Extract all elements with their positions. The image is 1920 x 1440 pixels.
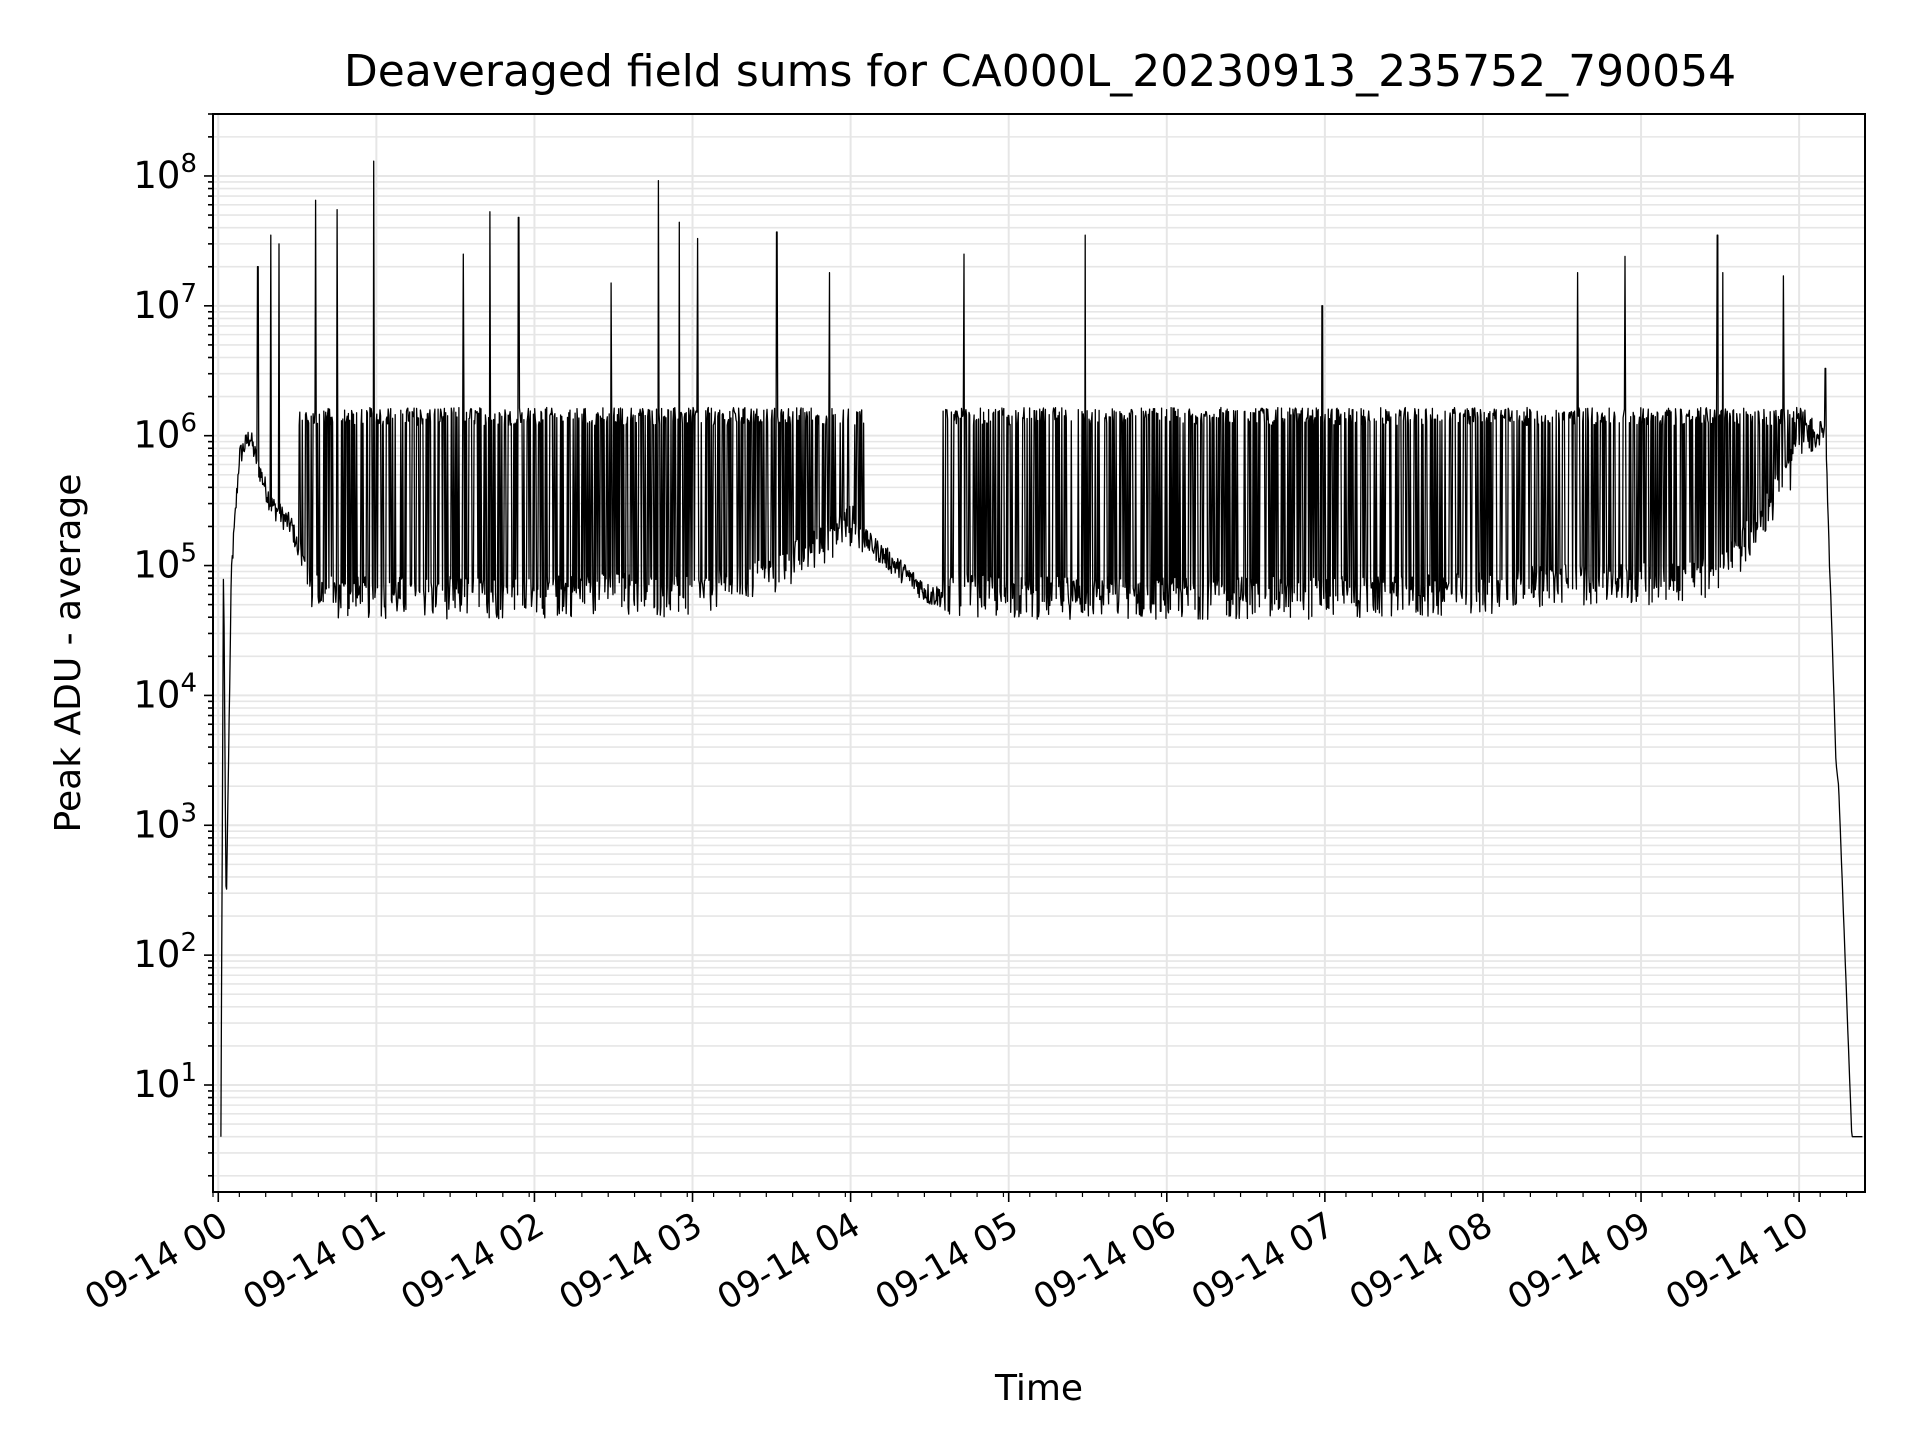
y-tick-label: 105 <box>133 539 197 587</box>
series-line <box>220 160 1863 1138</box>
y-tick-label: 101 <box>133 1058 197 1106</box>
y-tick-label: 108 <box>133 149 197 197</box>
y-tick-label: 107 <box>133 279 197 327</box>
y-tick-label: 104 <box>133 668 197 716</box>
y-axis-label: Peak ADU - average <box>48 474 89 833</box>
y-tick-label: 106 <box>133 409 197 457</box>
chart-title: Deaveraged field sums for CA000L_2023091… <box>344 46 1736 97</box>
y-tick-label: 102 <box>133 928 197 976</box>
y-tick-label: 103 <box>133 798 197 846</box>
y-axis: 101 102 103 104 105 106 107 108 <box>133 113 213 1177</box>
x-axis-label: Time <box>994 1368 1083 1409</box>
plot-frame <box>212 113 1866 1193</box>
data-line <box>220 160 1863 1138</box>
grid <box>213 113 1865 1192</box>
